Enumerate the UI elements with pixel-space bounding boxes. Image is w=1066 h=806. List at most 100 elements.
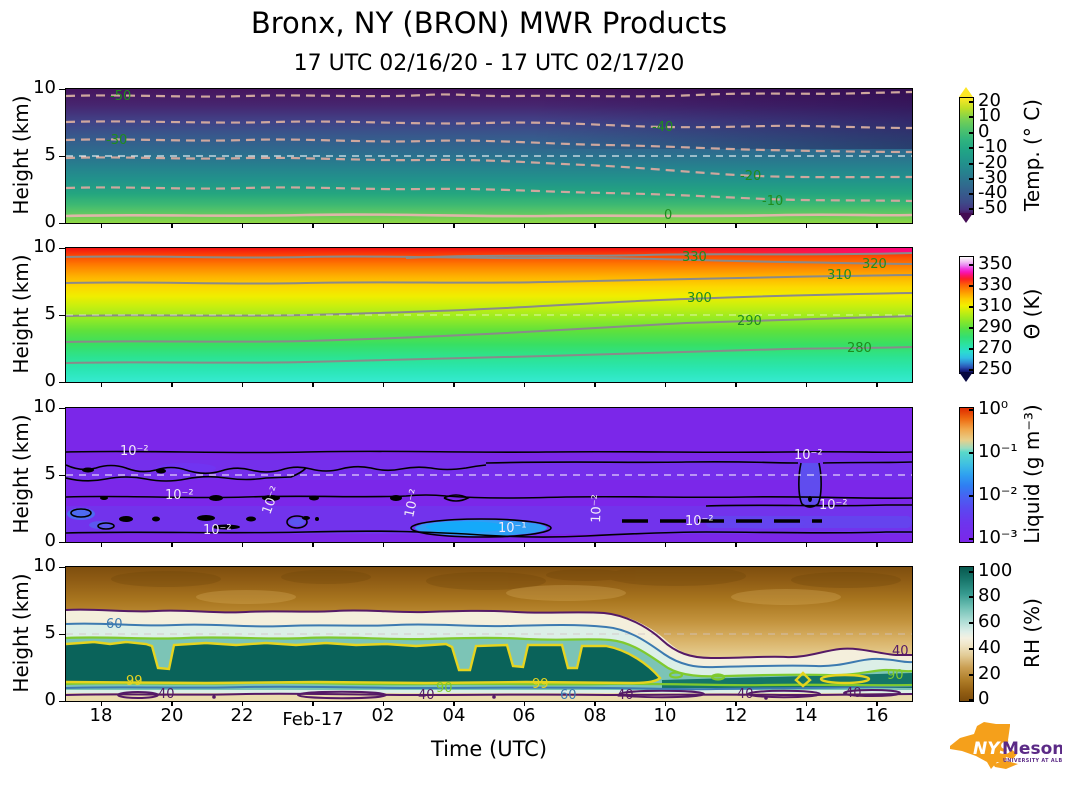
- cbtick: 60: [978, 611, 1001, 632]
- contour-label: 90: [436, 681, 453, 696]
- cbtick: 10⁻³: [978, 527, 1018, 548]
- rh40-contours: [66, 608, 912, 700]
- contour-label: 40: [737, 687, 754, 701]
- xaxis-label: Time (UTC): [430, 737, 548, 761]
- theta-contour-labels: 330 320 310 300 290 280: [682, 250, 887, 356]
- axis-tick-mark: [58, 633, 65, 636]
- cbtick: 20: [978, 90, 1001, 111]
- axis-tick-mark: [58, 381, 65, 384]
- contour-label: 0: [664, 208, 672, 223]
- axis-tick-mark: [735, 701, 737, 707]
- axis-tick-mark: [58, 541, 65, 544]
- axis-tick-mark: [969, 495, 974, 497]
- rh-panel: 60 99 40 90 40 99 60 40 40 90 40 40: [65, 566, 913, 702]
- ytick-10: 10: [33, 396, 56, 417]
- rh-contour-labels: 60 99 40 90 40 99 60 40 40 90 40 40: [106, 617, 909, 701]
- axis-tick-mark: [58, 474, 65, 477]
- liquid-contour-blobs: [82, 467, 812, 530]
- liquid-heatmap: 10⁻² 10⁻² 10⁻² 10⁻² 10⁻² 10⁻¹ 10⁻² 10⁻² …: [66, 408, 912, 542]
- contour-label: 40: [617, 688, 634, 701]
- axis-tick-mark: [382, 542, 384, 548]
- cbtick: -40: [978, 182, 1008, 203]
- axis-tick-mark: [969, 208, 974, 210]
- contour-label: 330: [682, 250, 707, 265]
- ytick-0: 0: [44, 530, 56, 551]
- ytick-5: 5: [44, 144, 56, 165]
- rh40-dots: [212, 695, 768, 700]
- axis-tick-mark: [969, 674, 974, 676]
- rh-colorbar: [959, 566, 974, 702]
- contour-label: 10⁻²: [685, 514, 714, 529]
- contour-label: 40: [158, 687, 175, 701]
- theta-colorbar-label: Θ (K): [1020, 288, 1044, 340]
- axis-tick-mark: [312, 542, 314, 548]
- axis-tick-mark: [453, 223, 455, 229]
- axis-tick-mark: [735, 542, 737, 548]
- contour-label: 10⁻¹: [498, 521, 527, 536]
- ytick-0: 0: [44, 370, 56, 391]
- axis-tick-mark: [969, 327, 974, 329]
- xtick-18: 18: [89, 705, 113, 726]
- surface-dry-strip: [66, 693, 912, 701]
- axis-tick-mark: [312, 223, 314, 229]
- liquid-colorbar: [959, 407, 974, 543]
- contour-label: 99: [532, 677, 549, 692]
- xtick-02: 02: [371, 705, 395, 726]
- axis-tick-mark: [969, 178, 974, 180]
- axis-tick-mark: [969, 101, 974, 103]
- axis-tick-mark: [58, 314, 65, 317]
- cbtick: 10⁰: [978, 398, 1009, 419]
- axis-tick-mark: [58, 222, 65, 225]
- colorbar-extend-down-icon: [958, 213, 973, 223]
- axis-tick-mark: [876, 542, 878, 548]
- axis-tick-mark: [100, 701, 102, 707]
- axis-tick-mark: [664, 701, 666, 707]
- axis-tick-mark: [58, 88, 65, 91]
- contour-label: 310: [827, 268, 852, 283]
- saturated-core: [66, 642, 660, 683]
- axis-tick-mark: [969, 285, 974, 287]
- axis-tick-mark: [312, 701, 314, 707]
- contour-label: 40: [418, 688, 435, 701]
- axis-tick-mark: [969, 116, 974, 118]
- axis-tick-mark: [969, 369, 974, 371]
- contour-label: -10: [762, 194, 783, 209]
- ny-state-icon: [950, 722, 1017, 769]
- axis-tick-mark: [241, 382, 243, 388]
- page-subtitle: 17 UTC 02/16/20 - 17 UTC 02/17/20: [293, 51, 685, 76]
- liquid-colorbar-label: Liquid (g m⁻³): [1020, 404, 1044, 544]
- axis-tick-mark: [969, 147, 974, 149]
- temperature-heatmap: -50 -30 -40 -20 -10 0: [66, 89, 912, 223]
- contour-label: 280: [847, 341, 872, 356]
- axis-tick-mark: [969, 193, 974, 195]
- axis-tick-mark: [735, 382, 737, 388]
- temperature-panel: -50 -30 -40 -20 -10 0: [65, 88, 913, 224]
- axis-tick-mark: [58, 566, 65, 569]
- axis-tick-mark: [969, 452, 974, 454]
- axis-tick-mark: [969, 306, 974, 308]
- axis-tick-mark: [382, 382, 384, 388]
- axis-tick-mark: [58, 700, 65, 703]
- logo-mesonet-text: Mesonet: [1002, 739, 1062, 759]
- axis-tick-mark: [171, 382, 173, 388]
- contour-label: -50: [110, 89, 131, 104]
- axis-tick-mark: [969, 622, 974, 624]
- contour-label: 10⁻²: [120, 444, 149, 459]
- colorbar-extend-down-icon: [958, 372, 973, 382]
- axis-tick-mark: [969, 409, 974, 411]
- axis-tick-mark: [805, 542, 807, 548]
- contour-label: -20: [740, 169, 761, 184]
- xtick-08: 08: [583, 705, 607, 726]
- contour-label: -30: [106, 133, 127, 148]
- cbtick: 10⁻²: [978, 484, 1018, 505]
- contour-label: 290: [737, 314, 762, 329]
- axis-tick-mark: [523, 542, 525, 548]
- contour-label: 10⁻²: [794, 448, 823, 463]
- xtick-10: 10: [653, 705, 677, 726]
- xtick-06: 06: [512, 705, 536, 726]
- colorbar-extend-up-icon: [958, 87, 973, 97]
- axis-tick-mark: [58, 155, 65, 158]
- long-island-icon: [993, 761, 1018, 769]
- ytick-10: 10: [33, 555, 56, 576]
- theta-contours: [66, 252, 912, 364]
